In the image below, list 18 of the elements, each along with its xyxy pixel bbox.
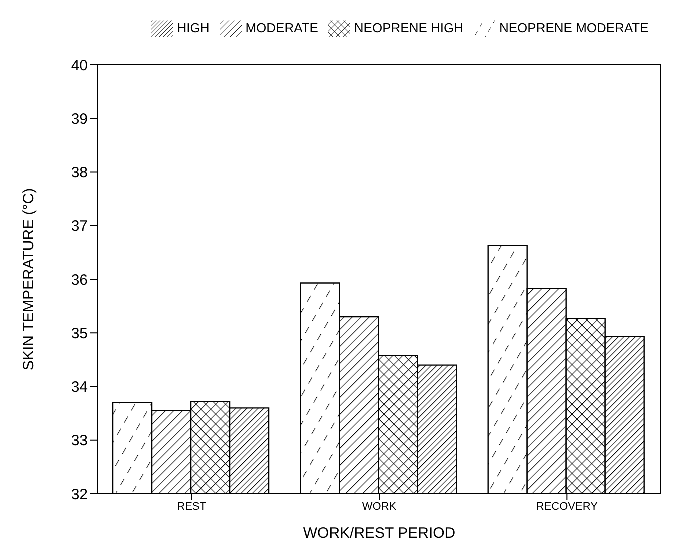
legend-label: MODERATE (246, 20, 318, 36)
x-tick-label: REST (177, 500, 207, 513)
y-tick-label: 35 (71, 325, 88, 342)
x-tick-label: WORK (362, 500, 398, 513)
y-tick-label: 37 (71, 218, 88, 236)
legend-label: HIGH (177, 20, 210, 36)
y-tick-label: 34 (71, 379, 88, 396)
y-tick-label: 40 (71, 57, 88, 74)
x-axis-title: WORK/REST PERIOD (303, 525, 456, 542)
y-tick-label: 33 (71, 432, 88, 450)
legend-label: NEOPRENE MODERATE (500, 20, 649, 36)
y-tick-label: 38 (71, 164, 88, 182)
x-tick-label: RECOVERY (536, 500, 599, 513)
y-tick-label: 36 (71, 272, 88, 289)
y-axis-title: SKIN TEMPERATURE (°C) (20, 188, 38, 371)
legend-label: NEOPRENE HIGH (354, 20, 464, 36)
y-tick-label: 39 (71, 110, 88, 128)
y-tick-label: 32 (71, 486, 88, 504)
